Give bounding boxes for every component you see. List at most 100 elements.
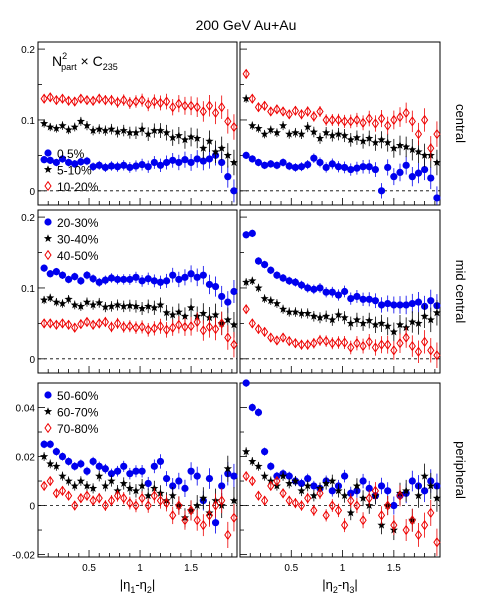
row-label: mid central	[453, 260, 468, 324]
data-point	[193, 102, 201, 113]
data-point	[77, 158, 85, 166]
data-point	[95, 493, 103, 504]
data-point	[408, 515, 416, 526]
data-point	[272, 128, 281, 137]
data-point	[89, 457, 97, 466]
data-point	[119, 479, 128, 487]
data-point	[144, 163, 152, 171]
data-point	[132, 273, 140, 281]
data-point	[58, 452, 67, 461]
data-point	[291, 128, 300, 137]
data-point	[254, 490, 263, 501]
data-point	[199, 157, 207, 165]
data-point	[187, 303, 196, 312]
data-point	[205, 100, 214, 111]
data-point	[248, 93, 256, 104]
data-point	[40, 93, 48, 104]
data-point	[95, 462, 103, 470]
data-point	[126, 321, 134, 332]
data-point	[347, 495, 355, 506]
data-point	[126, 163, 134, 172]
data-point	[432, 158, 441, 166]
data-point	[304, 106, 312, 117]
data-point	[77, 277, 85, 285]
data-point	[279, 304, 288, 313]
data-point	[279, 106, 287, 117]
data-point	[390, 301, 398, 309]
data-point	[322, 288, 330, 296]
data-point	[64, 476, 73, 485]
data-point	[340, 131, 349, 139]
data-point	[162, 324, 171, 335]
data-point	[52, 297, 61, 306]
data-point	[396, 111, 404, 123]
data-point	[114, 467, 122, 475]
data-point	[205, 155, 214, 163]
data-point	[254, 408, 263, 417]
data-point	[120, 462, 128, 470]
legend-marker	[43, 407, 53, 415]
data-point	[421, 336, 429, 347]
data-point	[297, 281, 306, 289]
data-point	[377, 510, 386, 521]
data-point	[285, 472, 293, 480]
data-point	[334, 310, 343, 319]
data-point	[71, 462, 79, 470]
data-point	[421, 487, 429, 495]
data-point	[114, 163, 122, 171]
data-point	[359, 117, 367, 128]
x-tick-label: 0.5	[284, 563, 298, 574]
x-tick-label: 1.5	[184, 563, 198, 574]
data-point	[353, 292, 361, 301]
data-point	[297, 479, 306, 488]
data-point	[297, 500, 306, 511]
data-point	[310, 111, 318, 122]
x-axis-label: |η1-η2|	[120, 577, 156, 595]
data-point	[334, 114, 343, 126]
data-point	[322, 163, 330, 172]
data-point	[304, 474, 312, 483]
data-point	[408, 145, 417, 154]
y-tick-label: -0.02	[12, 551, 35, 562]
data-point	[218, 318, 226, 329]
data-point	[169, 510, 177, 521]
data-point	[346, 319, 355, 327]
data-point	[132, 322, 140, 333]
data-point	[89, 319, 97, 330]
data-point	[322, 479, 331, 487]
data-point	[328, 288, 336, 296]
data-point	[150, 323, 158, 334]
data-point	[144, 479, 152, 488]
data-point	[279, 332, 287, 343]
data-point	[303, 122, 312, 131]
data-point	[310, 482, 318, 490]
data-point	[40, 480, 48, 492]
data-point	[132, 96, 140, 107]
data-point	[408, 299, 416, 308]
data-point	[377, 113, 386, 124]
data-point	[132, 500, 140, 511]
data-point	[83, 94, 91, 106]
data-point	[229, 320, 238, 329]
data-point	[414, 147, 423, 156]
data-point	[266, 296, 275, 305]
data-point	[71, 96, 79, 107]
data-point	[254, 323, 263, 335]
data-point	[168, 133, 177, 142]
data-point	[341, 287, 349, 296]
data-point	[46, 270, 54, 278]
data-point	[144, 324, 152, 335]
data-point	[260, 294, 269, 303]
data-point	[315, 313, 325, 322]
data-point	[65, 158, 73, 167]
panel-frame	[239, 209, 441, 374]
data-point	[310, 285, 318, 293]
data-point	[254, 283, 263, 292]
data-point	[125, 128, 134, 137]
data-point	[322, 128, 331, 137]
data-point	[291, 476, 300, 485]
data-point	[199, 309, 208, 317]
data-point	[89, 484, 98, 492]
data-point	[261, 260, 269, 269]
data-point	[211, 500, 220, 511]
